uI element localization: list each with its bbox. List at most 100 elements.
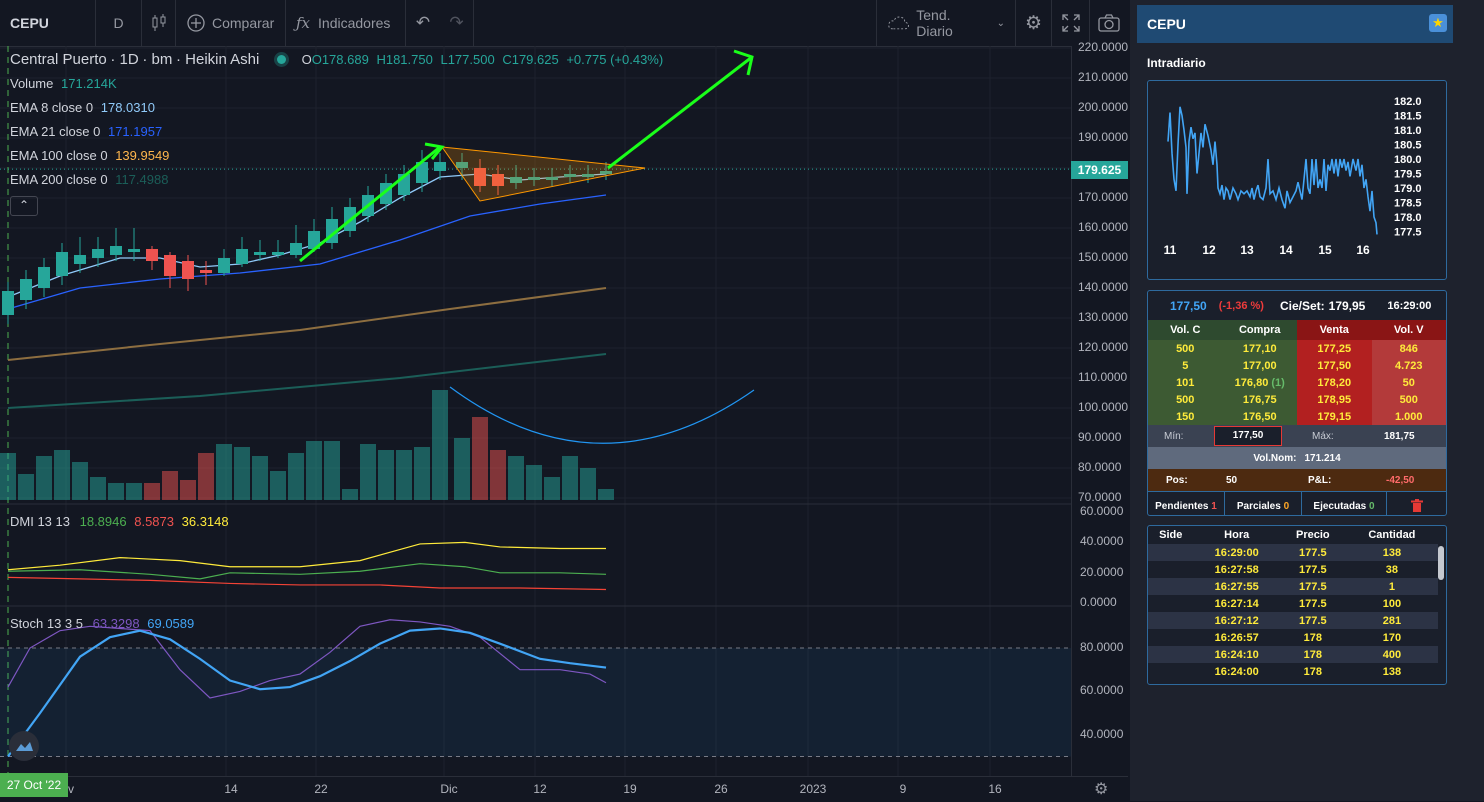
- book-row[interactable]: 5 177,00 177,50 4.723: [1148, 357, 1446, 374]
- book-cell: 5: [1148, 357, 1223, 374]
- history-scrollbar[interactable]: [1438, 546, 1444, 580]
- price-tick: 100.0000: [1078, 400, 1129, 414]
- book-cell: 150: [1148, 408, 1223, 425]
- price-tick: 170.0000: [1078, 190, 1129, 204]
- axis-settings-icon[interactable]: ⚙: [1094, 781, 1109, 798]
- dmi-tick: 60.0000: [1080, 504, 1124, 518]
- position-row: Pos: 50 P&L: -42,50: [1148, 469, 1446, 491]
- drawings[interactable]: [299, 49, 755, 444]
- history-cell: [1148, 544, 1194, 561]
- tab-parciales[interactable]: Parciales 0: [1225, 492, 1302, 515]
- book-row[interactable]: 101 176,80 (1) 178,20 50: [1148, 374, 1446, 391]
- time-axis[interactable]: v 14 22 Dic 12 19 26 2023 9 16 ⚙: [0, 776, 1128, 802]
- collapse-legend-button[interactable]: ⌃: [10, 196, 38, 216]
- candle-body: [2, 291, 14, 315]
- book-cell: 176,50: [1222, 408, 1297, 425]
- volume-bar: [216, 444, 232, 500]
- history-row: 16:24:00 178 138: [1148, 663, 1438, 680]
- book-cell: 176,75: [1222, 391, 1297, 408]
- volume-bar: [544, 477, 560, 500]
- time-tick: 14: [224, 782, 238, 796]
- template-button[interactable]: Tend. Diario ⌄: [876, 0, 1016, 46]
- price-scale[interactable]: 220.0000210.0000200.0000190.0000180.0000…: [1071, 40, 1129, 776]
- undo-button[interactable]: ↶: [406, 0, 440, 46]
- volume-bar: [562, 456, 578, 500]
- price-tick: 210.0000: [1078, 70, 1129, 84]
- market-status-icon[interactable]: [276, 55, 286, 64]
- book-row[interactable]: 150 176,50 179,15 1.000: [1148, 408, 1446, 425]
- candle-body: [164, 255, 176, 276]
- volume-legend: Volume 171.214K: [10, 76, 117, 91]
- legend-interval: 1D: [119, 51, 139, 68]
- price-tick: 110.0000: [1078, 370, 1128, 384]
- quote-line: 177,50 (-1,36 %) Cie/Set: 179,95 16:29:0…: [1148, 291, 1446, 320]
- book-cell: 500: [1148, 391, 1223, 408]
- volume-bar: [396, 450, 412, 500]
- volume-bar: [18, 474, 34, 500]
- settings-button[interactable]: ⚙: [1016, 0, 1052, 46]
- trade-history-table: Side Hora Precio Cantidad 16:29:00 177.5 138 1…: [1148, 526, 1438, 680]
- favorite-star-icon[interactable]: ★: [1429, 14, 1447, 32]
- symbol-search[interactable]: CEPU: [0, 0, 96, 46]
- history-cell: [1148, 629, 1194, 646]
- chart-plot[interactable]: [0, 46, 1071, 776]
- dmi-tick: 40.0000: [1080, 534, 1124, 549]
- book-row[interactable]: 500 176,75 178,95 500: [1148, 391, 1446, 408]
- book-cell: 178,95: [1297, 391, 1372, 408]
- brand-logo[interactable]: [9, 731, 39, 761]
- time-tick: 19: [623, 782, 637, 796]
- book-cell: 500: [1148, 340, 1223, 357]
- candle-body: [528, 177, 540, 180]
- snapshot-button[interactable]: [1090, 0, 1128, 46]
- mini-x-tick: 15: [1318, 243, 1332, 257]
- quote-price: 177,50: [1170, 298, 1207, 313]
- indicators-button[interactable]: ƒx Indicadores: [286, 0, 406, 46]
- mini-x-tick: 16: [1356, 243, 1370, 257]
- candle-body: [510, 177, 522, 183]
- mini-y-tick: 179.0: [1394, 183, 1422, 195]
- target-arrow-line: [607, 55, 753, 170]
- tab-pendientes[interactable]: Pendientes 1: [1148, 492, 1225, 515]
- price-tick: 190.0000: [1078, 130, 1129, 144]
- undo-icon: ↶: [415, 13, 431, 32]
- intraday-label: Intradiario: [1147, 56, 1206, 70]
- history-cell: 177.5: [1299, 580, 1327, 593]
- min-value: 177,50: [1214, 426, 1282, 446]
- ema100-legend: EMA 100 close 0 139.9549: [10, 148, 170, 163]
- candle-body: [236, 249, 248, 264]
- book-row[interactable]: 500 177,10 177,25 846: [1148, 340, 1446, 357]
- ema200-line: [7, 353, 607, 409]
- arrow-head: [733, 49, 754, 76]
- candle-body: [474, 168, 486, 186]
- volume-bar: [598, 489, 614, 500]
- volume-bar: [472, 417, 488, 500]
- price-tick: 70.0000: [1078, 490, 1122, 504]
- main-legend: Central Puerto · 1D · bm · Heikin Ashi O…: [10, 48, 663, 216]
- candle-body: [38, 267, 50, 288]
- tab-ejecutadas[interactable]: Ejecutadas 0: [1302, 492, 1387, 515]
- candle-body: [218, 258, 230, 273]
- volume-bar: [432, 390, 448, 500]
- date-badge: 27 Oct '22: [0, 773, 68, 797]
- max-value: 181,75: [1384, 430, 1415, 442]
- mini-y-tick: 178.5: [1394, 198, 1422, 210]
- pos-value: 50: [1226, 474, 1238, 486]
- candle-body: [272, 252, 284, 255]
- candle-body: [200, 270, 212, 273]
- interval-button[interactable]: D: [96, 0, 142, 46]
- book-cell: 1.000: [1371, 408, 1446, 425]
- redo-button[interactable]: ↷: [440, 0, 474, 46]
- book-cell: 500: [1371, 391, 1446, 408]
- stoch-legend: Stoch 13 3 5 63.3298 69.0589: [10, 616, 195, 631]
- fullscreen-button[interactable]: [1052, 0, 1090, 46]
- chart-area[interactable]: CEPU D Comparar ƒx Indicadores ↶ ↷ Tend.…: [0, 0, 1129, 802]
- history-cell: 16:27:55: [1214, 580, 1259, 593]
- dmi-tick: 20.0000: [1080, 564, 1124, 579]
- compare-button[interactable]: Comparar: [176, 0, 286, 46]
- pl-label: P&L:: [1308, 474, 1332, 486]
- delete-button[interactable]: [1387, 492, 1446, 515]
- history-cell: 16:27:12: [1214, 614, 1259, 627]
- candle-body: [492, 174, 504, 186]
- trade-history-box: Side Hora Precio Cantidad 16:29:00 177.5 138 1…: [1147, 525, 1447, 685]
- chart-style-button[interactable]: [142, 0, 176, 46]
